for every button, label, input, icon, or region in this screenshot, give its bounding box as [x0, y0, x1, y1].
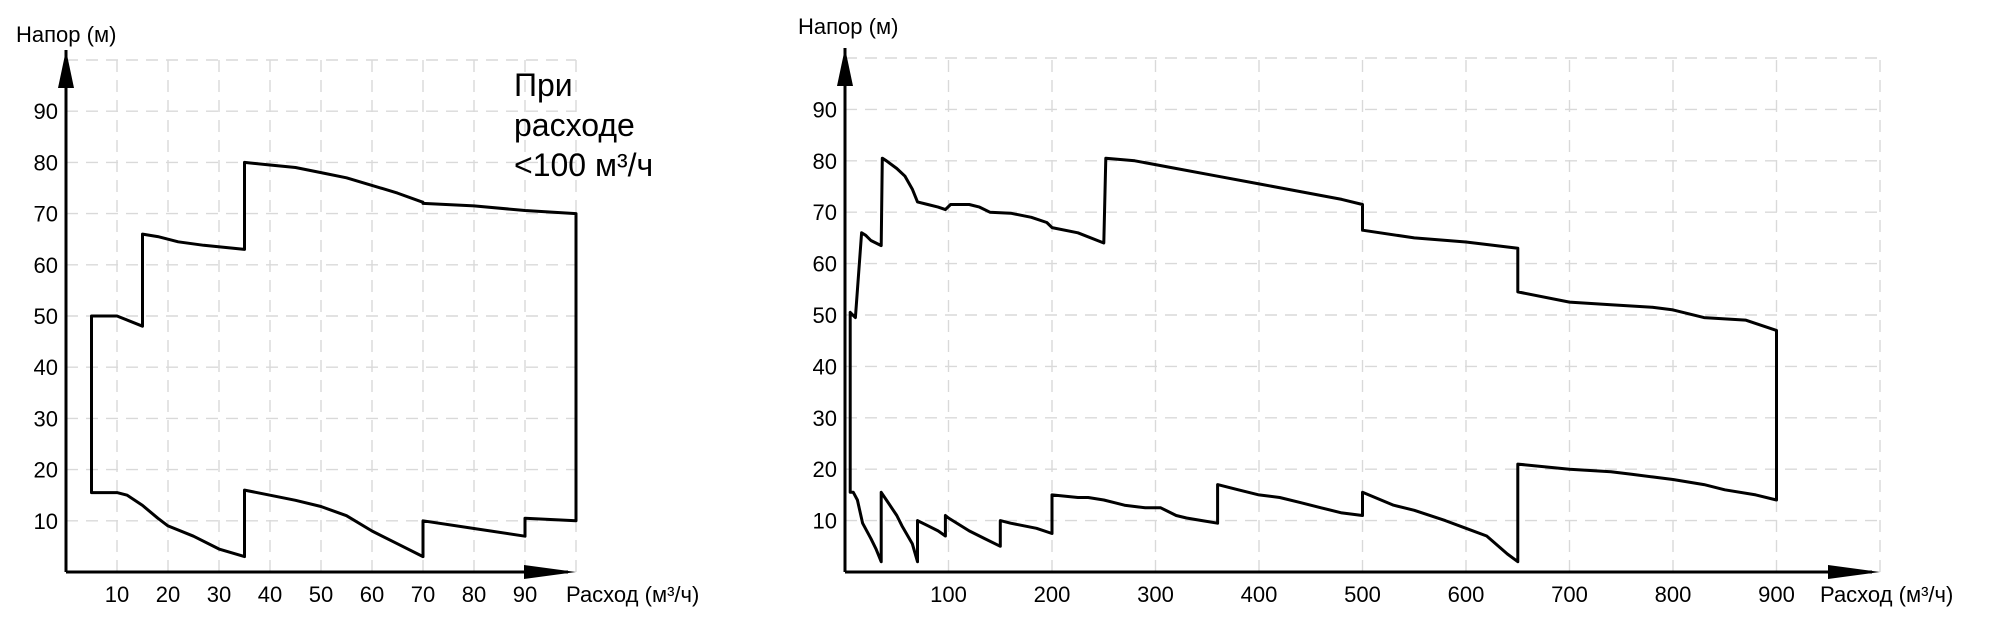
y-tick-label: 40	[813, 354, 837, 379]
y-tick-label: 90	[34, 99, 58, 124]
chart-flow-under-100: 10 20 30 40 50 60 70 80 90 10 20 30 40 50 60 70 80 90 Нап…	[16, 22, 699, 607]
x-tick-label: 80	[462, 582, 486, 607]
note-line-2: расходе	[514, 107, 635, 143]
y-axis-arrow-icon	[837, 48, 853, 86]
tick-labels: 10 20 30 40 50 60 70 80 90 10 20 30 40 50 60 70 80 90	[34, 99, 538, 607]
y-axis-arrow-icon	[58, 50, 74, 88]
note-line-1: При	[514, 67, 573, 103]
y-tick-label: 50	[813, 303, 837, 328]
y-tick-label: 60	[813, 252, 837, 277]
x-tick-label: 40	[258, 582, 282, 607]
operating-range-outline	[848, 156, 1778, 564]
y-axis-label: Напор (м)	[16, 22, 116, 47]
x-tick-label: 800	[1655, 582, 1692, 607]
x-tick-label: 20	[156, 582, 180, 607]
y-tick-label: 70	[813, 200, 837, 225]
y-tick-label: 10	[813, 509, 837, 534]
x-axis-label: Расход (м³/ч)	[1820, 582, 1953, 607]
x-tick-label: 600	[1448, 582, 1485, 607]
x-tick-label: 900	[1758, 582, 1795, 607]
y-tick-label: 20	[813, 457, 837, 482]
operating-range-outline	[90, 160, 578, 559]
y-tick-label: 30	[813, 406, 837, 431]
x-tick-label: 400	[1241, 582, 1278, 607]
x-axis-label: Расход (м³/ч)	[566, 582, 699, 607]
x-axis-arrow-icon	[524, 565, 576, 579]
x-tick-label: 50	[309, 582, 333, 607]
note-line-3: <100 м³/ч	[514, 147, 653, 183]
y-tick-label: 70	[34, 202, 58, 227]
y-tick-label: 80	[34, 150, 58, 175]
y-axis-label: Напор (м)	[798, 14, 898, 39]
x-tick-label: 500	[1344, 582, 1381, 607]
y-tick-label: 80	[813, 149, 837, 174]
x-tick-label: 10	[105, 582, 129, 607]
x-tick-label: 30	[207, 582, 231, 607]
x-tick-label: 90	[513, 582, 537, 607]
x-tick-label: 60	[360, 582, 384, 607]
y-tick-label: 30	[34, 406, 58, 431]
y-tick-label: 60	[34, 253, 58, 278]
y-tick-label: 90	[813, 97, 837, 122]
x-tick-label: 300	[1137, 582, 1174, 607]
grid	[845, 57, 1881, 572]
x-tick-label: 200	[1034, 582, 1071, 607]
x-axis-arrow-icon	[1828, 565, 1880, 579]
x-tick-label: 70	[411, 582, 435, 607]
tick-labels: 100 200 300 400 500 600 700 800 900 10 20 30 40 50 60 7…	[813, 97, 1795, 607]
series-group	[90, 160, 578, 559]
series-group	[848, 156, 1778, 564]
y-tick-label: 10	[34, 509, 58, 534]
y-tick-label: 40	[34, 355, 58, 380]
y-tick-label: 50	[34, 304, 58, 329]
y-tick-label: 20	[34, 458, 58, 483]
grid	[66, 59, 577, 572]
axes	[58, 50, 576, 579]
x-tick-label: 700	[1551, 582, 1588, 607]
axes	[837, 48, 1880, 579]
x-tick-label: 100	[930, 582, 967, 607]
